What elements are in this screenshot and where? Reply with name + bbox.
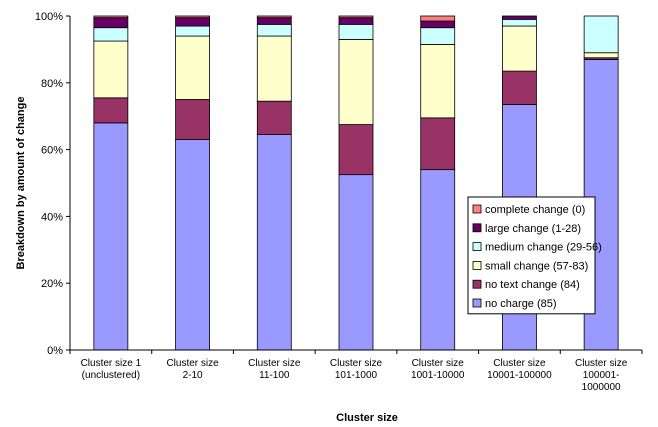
bar-segment: [420, 43, 456, 119]
legend-swatch: [472, 242, 482, 252]
bar-segment: [256, 23, 292, 37]
bar-segment: [256, 17, 292, 25]
bar-segment: [256, 100, 292, 135]
legend-swatch: [472, 223, 482, 233]
legend-label: no text change (84): [485, 279, 580, 291]
bar-segment: [338, 38, 374, 125]
y-axis-title: Breakdown by amount of change: [15, 97, 27, 270]
y-tick-label: 40%: [41, 211, 63, 223]
y-axis: 0% 20% 40% 60% 80% 100%: [35, 11, 71, 357]
bar-segment: [502, 25, 537, 72]
bar-segment: [256, 15, 292, 19]
x-axis-title: Cluster size: [336, 412, 398, 424]
legend-label: complete change (0): [485, 204, 585, 216]
y-tick-label: 20%: [41, 278, 63, 290]
bar-segment: [256, 35, 292, 102]
bar-segment: [175, 139, 210, 351]
bar-segment: [420, 20, 456, 29]
bar-segment: [93, 122, 129, 351]
x-tick-label: Cluster size 10001-100000: [487, 358, 552, 381]
bar-segment: [502, 70, 537, 105]
bars: [93, 15, 619, 351]
x-tick-label: Cluster size 1001-10000: [411, 358, 465, 381]
bar-segment: [420, 15, 456, 22]
legend-swatch: [472, 204, 482, 214]
bar-segment: [93, 17, 129, 29]
bar-segment: [338, 124, 374, 176]
bar-segment: [583, 15, 619, 54]
legend-label: large change (1-28): [485, 223, 581, 235]
y-tick-label: 100%: [35, 11, 63, 23]
bar-segment: [93, 15, 129, 19]
x-tick-label: Cluster size 1 (unclustered): [81, 358, 142, 381]
bar-segment: [256, 134, 292, 351]
bar-segment: [420, 169, 456, 351]
y-tick-label: 60%: [41, 145, 63, 157]
legend-label: medium change (29-56): [485, 242, 602, 254]
bar-segment: [583, 52, 619, 59]
bar-segment: [338, 17, 374, 25]
bar-segment: [93, 40, 129, 99]
bar-segment: [93, 97, 129, 124]
bar-segment: [420, 117, 456, 171]
bar-segment: [175, 35, 210, 100]
x-tick-label: Cluster size 11-100: [248, 358, 301, 381]
bar-segment: [502, 15, 537, 20]
bar-segment: [338, 23, 374, 40]
legend-swatch: [472, 279, 482, 289]
x-tick-label: Cluster size 101-1000: [330, 358, 383, 381]
legend: complete change (0) large change (1-28) me…: [467, 196, 602, 315]
y-tick-label: 80%: [41, 78, 63, 90]
bar-segment: [502, 18, 537, 27]
x-axis: Cluster size 1 (unclustered) Cluster size 2…: [69, 349, 643, 393]
legend-box: [467, 196, 596, 315]
legend-label: no charge (85): [485, 298, 557, 310]
legend-label: small change (57-83): [485, 260, 588, 272]
bar-segment: [93, 27, 129, 42]
bar-segment: [175, 15, 210, 19]
bar-segment: [175, 99, 210, 140]
x-tick-label: Cluster size 2-10: [166, 358, 219, 381]
bar-segment: [420, 27, 456, 45]
bar-segment: [175, 17, 210, 27]
x-tick-label: Cluster size 100001-1000000: [575, 358, 628, 393]
bar-segment: [338, 15, 374, 19]
y-tick-label: 0%: [47, 345, 63, 357]
bar-segment: [338, 174, 374, 351]
legend-swatch: [472, 298, 482, 308]
bar-segment: [175, 25, 210, 37]
legend-swatch: [472, 260, 482, 270]
